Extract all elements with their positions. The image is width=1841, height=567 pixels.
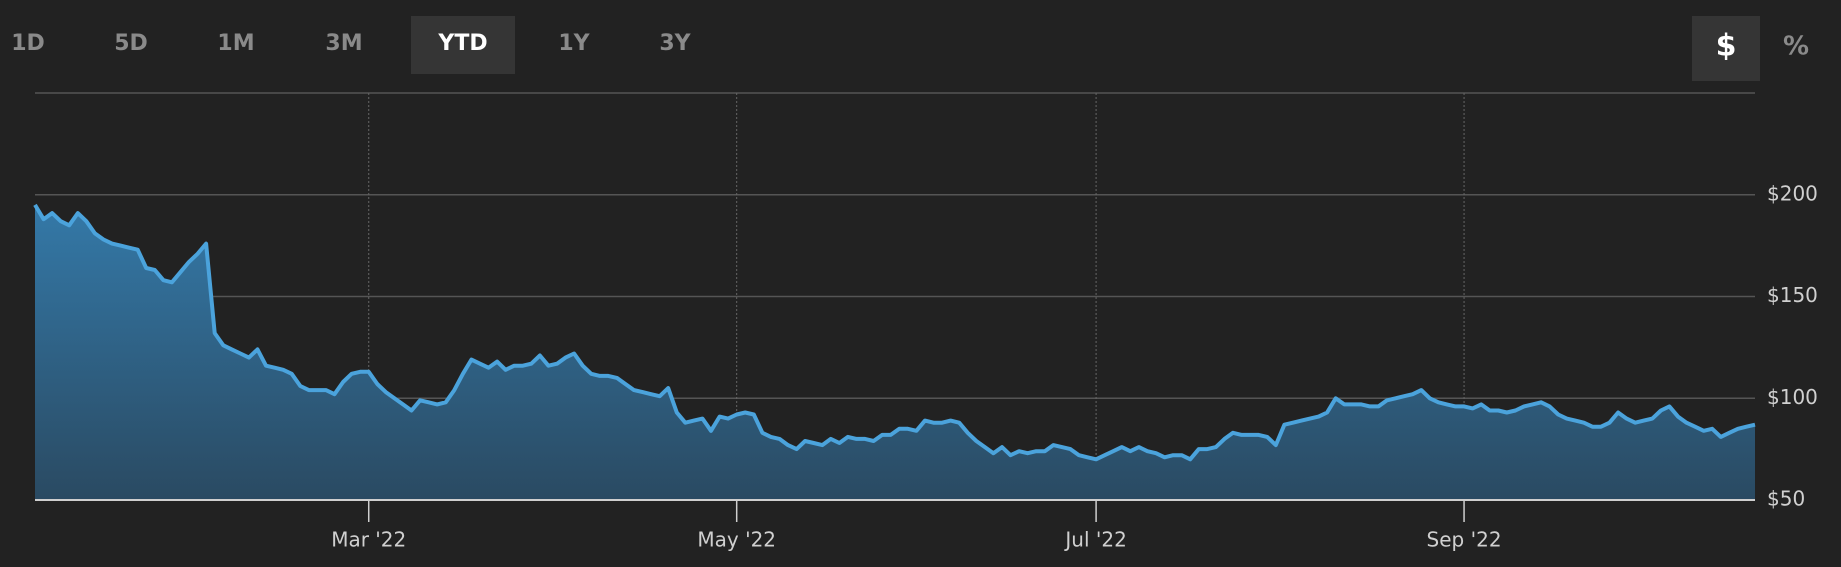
- range-button[interactable]: 3M: [325, 31, 362, 56]
- x-tick-label: Jul '22: [1063, 528, 1126, 552]
- button-label: 3M: [325, 31, 362, 56]
- button-label: 5D: [114, 31, 148, 56]
- button-label: 1M: [217, 31, 254, 56]
- x-tick-label: Sep '22: [1427, 528, 1502, 552]
- button-label: 3Y: [659, 31, 691, 56]
- button-label: 1D: [11, 31, 45, 56]
- range-button[interactable]: 3Y: [659, 31, 691, 56]
- button-bg: [411, 16, 515, 74]
- x-tick-label: Mar '22: [331, 528, 406, 552]
- price-line: [33, 203, 1756, 462]
- unit-button[interactable]: %: [1783, 32, 1809, 62]
- button-bg: [1692, 16, 1760, 81]
- x-tick-label: May '22: [697, 528, 776, 552]
- range-button[interactable]: YTD: [411, 16, 515, 74]
- range-button[interactable]: 5D: [114, 31, 148, 56]
- button-label: YTD: [437, 31, 487, 56]
- area: [35, 204, 1755, 500]
- y-tick-label: $100: [1767, 385, 1818, 409]
- range-button[interactable]: 1D: [11, 31, 45, 56]
- y-tick-label: $50: [1767, 487, 1805, 511]
- y-tick-label: $150: [1767, 283, 1818, 307]
- y-tick-label: $200: [1767, 181, 1818, 205]
- button-label: %: [1783, 32, 1809, 62]
- button-label: $: [1716, 29, 1737, 64]
- button-label: 1Y: [558, 31, 590, 56]
- range-button[interactable]: 1Y: [558, 31, 590, 56]
- range-button[interactable]: 1M: [217, 31, 254, 56]
- unit-button[interactable]: $: [1692, 16, 1760, 81]
